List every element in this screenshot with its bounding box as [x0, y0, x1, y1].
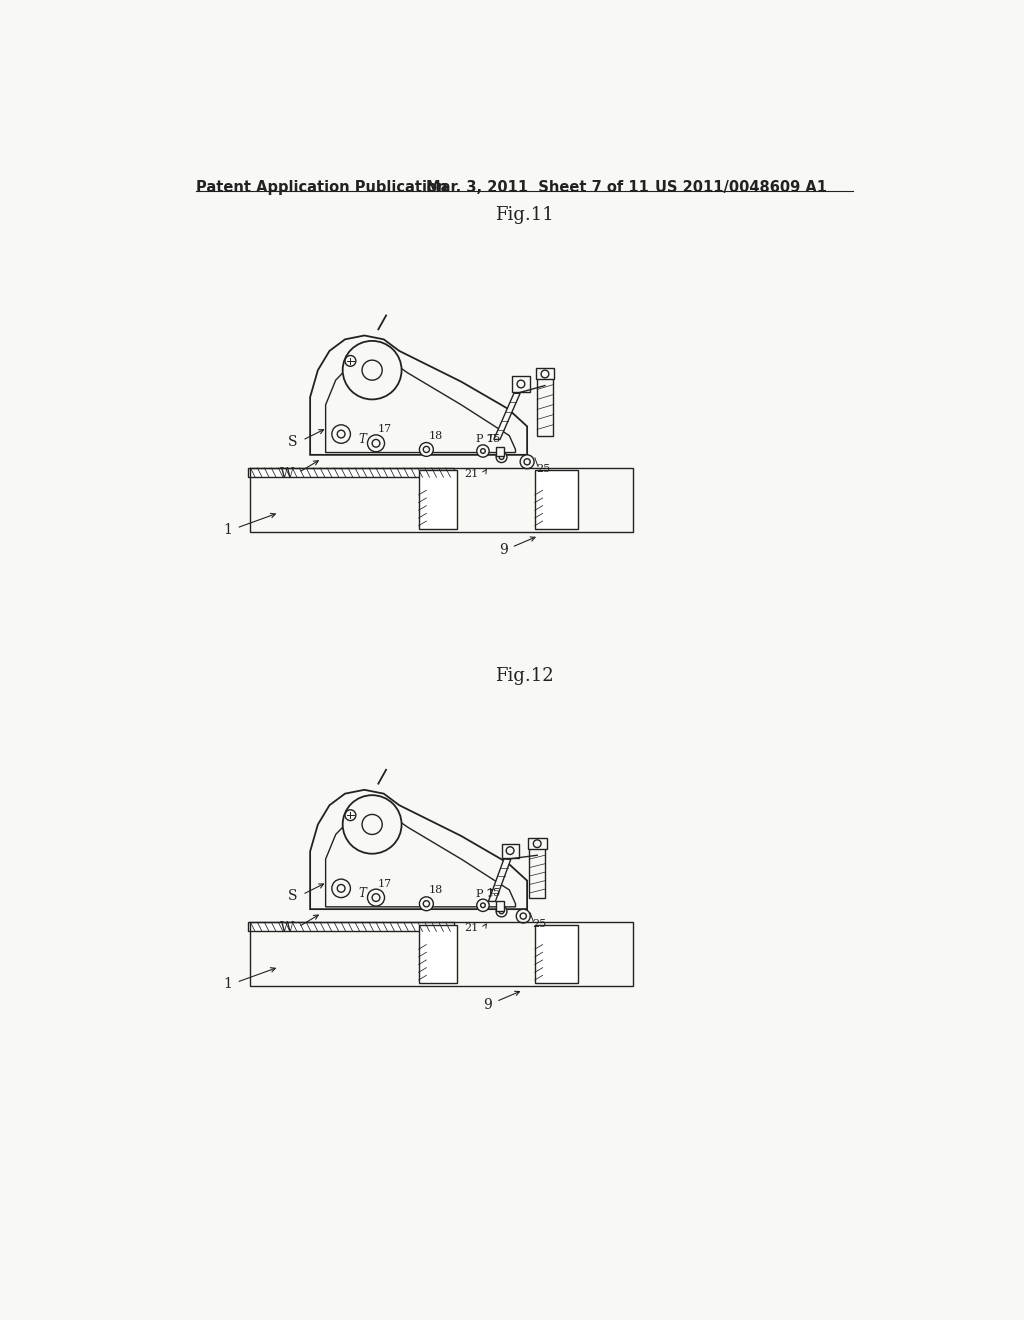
Text: P: P — [475, 434, 483, 445]
Circle shape — [332, 425, 350, 444]
Text: Mar. 3, 2011  Sheet 7 of 11: Mar. 3, 2011 Sheet 7 of 11 — [426, 180, 649, 195]
Text: S: S — [288, 890, 298, 903]
Text: 1: 1 — [224, 977, 232, 991]
Bar — [496, 902, 504, 911]
Bar — [502, 843, 518, 858]
Bar — [251, 469, 633, 532]
Circle shape — [516, 909, 530, 923]
Text: W: W — [280, 467, 294, 480]
Polygon shape — [488, 859, 511, 902]
Text: 15: 15 — [486, 434, 501, 444]
Text: T: T — [358, 887, 366, 900]
Bar — [528, 838, 547, 849]
Text: 17: 17 — [378, 425, 391, 434]
Text: T: T — [486, 434, 494, 445]
Text: 21: 21 — [464, 924, 478, 933]
Text: Patent Application Publication: Patent Application Publication — [197, 180, 447, 195]
Text: US 2011/0048609 A1: US 2011/0048609 A1 — [655, 180, 827, 195]
Circle shape — [477, 899, 489, 912]
Bar — [535, 470, 578, 529]
Text: 21: 21 — [464, 469, 478, 479]
Text: Fig.12: Fig.12 — [496, 667, 554, 685]
Polygon shape — [326, 809, 515, 907]
Bar — [419, 924, 458, 983]
Circle shape — [332, 879, 350, 898]
Circle shape — [368, 890, 385, 906]
Circle shape — [343, 795, 401, 854]
Text: T: T — [358, 433, 366, 446]
Text: 9: 9 — [483, 998, 493, 1011]
Bar — [248, 469, 454, 478]
Text: 1: 1 — [224, 523, 232, 536]
Circle shape — [420, 442, 433, 457]
Text: 17: 17 — [378, 879, 391, 888]
Text: 9: 9 — [499, 544, 508, 557]
Text: 15: 15 — [486, 888, 501, 898]
Polygon shape — [494, 393, 520, 440]
Bar — [536, 368, 554, 379]
Circle shape — [368, 434, 385, 451]
Bar — [251, 923, 633, 986]
Circle shape — [496, 906, 507, 917]
Text: T: T — [486, 888, 494, 899]
Text: 25: 25 — [531, 919, 546, 929]
Bar — [419, 470, 458, 529]
Circle shape — [477, 445, 489, 457]
Circle shape — [520, 455, 535, 469]
Circle shape — [343, 341, 401, 400]
Text: Fig.11: Fig.11 — [496, 206, 554, 224]
Bar — [538, 378, 553, 436]
Text: 25: 25 — [537, 465, 551, 474]
Text: P: P — [475, 888, 483, 899]
Text: 18: 18 — [429, 430, 443, 441]
Polygon shape — [326, 355, 515, 453]
Bar — [496, 447, 504, 457]
Circle shape — [420, 896, 433, 911]
Bar — [248, 923, 454, 932]
Bar — [535, 924, 578, 983]
Circle shape — [496, 451, 507, 462]
Bar — [529, 847, 545, 898]
Bar — [512, 376, 530, 392]
Text: W: W — [280, 921, 294, 936]
Text: 18: 18 — [429, 884, 443, 895]
Text: S: S — [288, 434, 298, 449]
